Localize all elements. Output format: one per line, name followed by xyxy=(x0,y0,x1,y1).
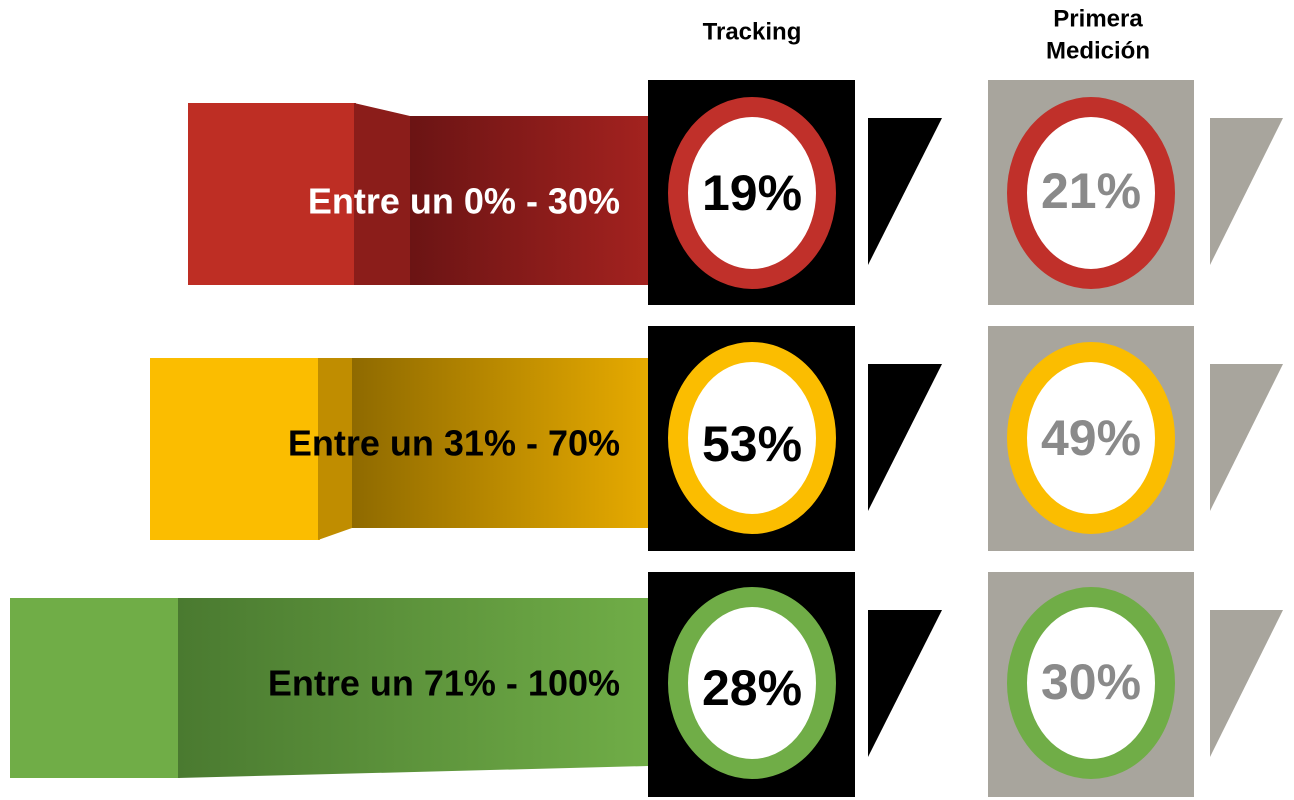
primera-value: 49% xyxy=(1041,410,1141,466)
ring xyxy=(668,342,836,534)
primera-value: 30% xyxy=(1041,654,1141,710)
row: Entre un 71% - 100% 28% 30% xyxy=(10,572,1283,797)
triangle xyxy=(1210,118,1283,265)
ribbon xyxy=(10,598,180,778)
ribbon xyxy=(188,103,356,285)
triangle xyxy=(868,364,942,511)
row-label: Entre un 0% - 30% xyxy=(308,181,620,222)
tracking-value: 28% xyxy=(702,660,802,716)
row: Entre un 31% - 70% 53% 49% xyxy=(150,326,1283,551)
row-label: Entre un 31% - 70% xyxy=(288,423,620,464)
ring xyxy=(668,97,836,289)
ribbon xyxy=(150,358,320,540)
ring xyxy=(1007,342,1175,534)
triangle xyxy=(1210,610,1283,757)
tracking-value: 19% xyxy=(702,165,802,221)
ribbon-fold xyxy=(354,103,410,285)
ribbon xyxy=(410,116,648,285)
ring xyxy=(1007,97,1175,289)
ring xyxy=(668,587,836,779)
primera-value: 21% xyxy=(1041,163,1141,219)
ribbon xyxy=(352,358,648,528)
ribbon-fold xyxy=(318,358,352,540)
triangle xyxy=(868,118,942,265)
header-tracking: Tracking xyxy=(703,18,802,45)
header-primera: Primera xyxy=(1053,5,1143,32)
triangle xyxy=(868,610,942,757)
ring xyxy=(1007,587,1175,779)
row-label: Entre un 71% - 100% xyxy=(268,663,620,704)
row: Entre un 0% - 30% 19% 21% xyxy=(188,80,1283,305)
triangle xyxy=(1210,364,1283,511)
tracking-value: 53% xyxy=(702,416,802,472)
header-primera: Medición xyxy=(1046,37,1150,64)
ribbon xyxy=(178,598,648,778)
